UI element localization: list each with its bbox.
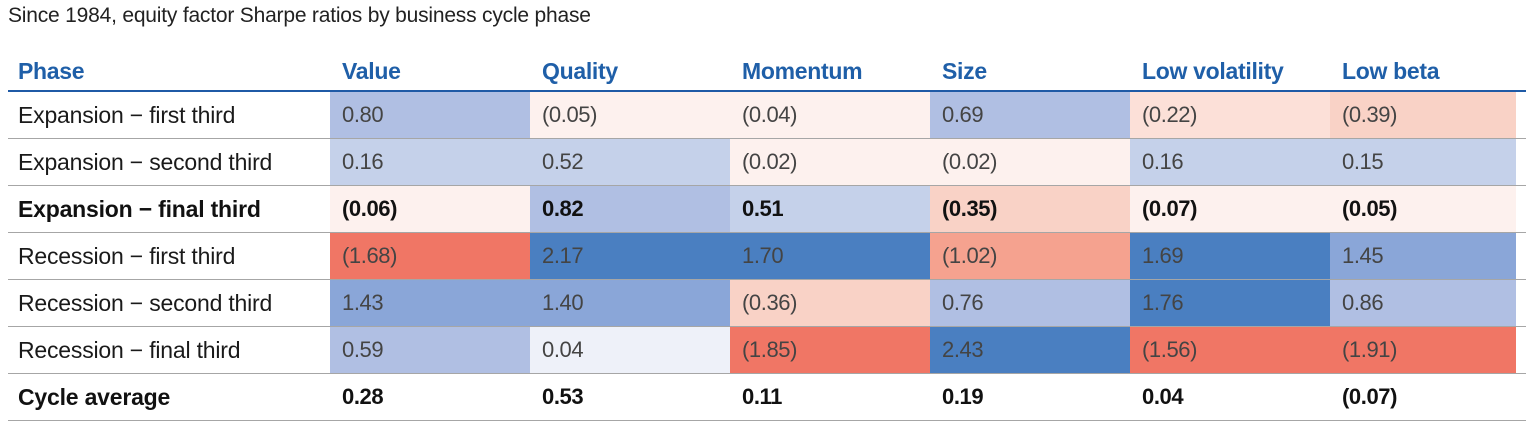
table-cell-low-beta: 0.15 bbox=[1330, 139, 1516, 185]
table-cell-momentum: 1.70 bbox=[730, 233, 930, 279]
table-cell-momentum: 0.11 bbox=[742, 384, 783, 409]
row-label: Expansion − second third bbox=[18, 149, 273, 175]
table-cell-momentum: (1.85) bbox=[730, 327, 930, 373]
chart-title: Since 1984, equity factor Sharpe ratios … bbox=[8, 4, 591, 27]
row-label: Recession − second third bbox=[18, 290, 273, 316]
table-cell-momentum: (0.04) bbox=[730, 92, 930, 138]
table-row: Cycle average 0.28 0.53 0.11 0.19 0.04 (0.07) bbox=[8, 374, 1526, 421]
table-cell-value: 0.28 bbox=[342, 384, 384, 409]
table-cell-quality: (0.05) bbox=[530, 92, 730, 138]
column-header-quality: Quality bbox=[542, 58, 618, 84]
column-header-low-volatility: Low volatility bbox=[1142, 58, 1284, 84]
table-cell-value: 0.80 bbox=[330, 92, 530, 138]
table-cell-quality: 0.53 bbox=[542, 384, 584, 409]
table-cell-low-beta: 1.45 bbox=[1330, 233, 1516, 279]
column-header-phase: Phase bbox=[18, 58, 85, 84]
table-cell-low-volatility: 1.76 bbox=[1130, 280, 1330, 326]
table-cell-low-volatility: (0.22) bbox=[1130, 92, 1330, 138]
table-cell-low-volatility: 1.69 bbox=[1130, 233, 1330, 279]
table-cell-quality: 0.82 bbox=[530, 186, 730, 232]
table-cell-quality: 0.04 bbox=[530, 327, 730, 373]
table-row: Expansion − first third 0.80 (0.05) (0.04) 0… bbox=[8, 92, 1526, 139]
table-cell-size: 0.76 bbox=[930, 280, 1130, 326]
row-label: Expansion − first third bbox=[18, 102, 236, 128]
table-cell-low-volatility: 0.04 bbox=[1142, 384, 1184, 409]
table-cell-low-volatility: (0.07) bbox=[1130, 186, 1330, 232]
table-row: Expansion − second third 0.16 0.52 (0.02) (0… bbox=[8, 139, 1526, 186]
table-row: Expansion − final third (0.06) 0.82 0.51 (0.… bbox=[8, 186, 1526, 233]
table-cell-value: (1.68) bbox=[330, 233, 530, 279]
table-cell-momentum: (0.02) bbox=[730, 139, 930, 185]
table-cell-value: (0.06) bbox=[330, 186, 530, 232]
table-cell-value: 0.16 bbox=[330, 139, 530, 185]
column-header-size: Size bbox=[942, 58, 987, 84]
table-cell-low-beta: (0.39) bbox=[1330, 92, 1516, 138]
table-cell-momentum: 0.51 bbox=[730, 186, 930, 232]
table-cell-size: 0.69 bbox=[930, 92, 1130, 138]
table-cell-size: (0.35) bbox=[930, 186, 1130, 232]
table-cell-low-volatility: (1.56) bbox=[1130, 327, 1330, 373]
table-cell-low-beta: (0.07) bbox=[1342, 384, 1398, 409]
column-header-low-beta: Low beta bbox=[1342, 58, 1440, 84]
table-cell-size: 2.43 bbox=[930, 327, 1130, 373]
table-cell-low-beta: (1.91) bbox=[1330, 327, 1516, 373]
table-cell-value: 1.43 bbox=[330, 280, 530, 326]
table-cell-low-volatility: 0.16 bbox=[1130, 139, 1330, 185]
table-cell-quality: 0.52 bbox=[530, 139, 730, 185]
table-cell-quality: 1.40 bbox=[530, 280, 730, 326]
table-cell-low-beta: (0.05) bbox=[1330, 186, 1516, 232]
row-label: Expansion − final third bbox=[18, 196, 261, 222]
table-cell-value: 0.59 bbox=[330, 327, 530, 373]
table-cell-momentum: (0.36) bbox=[730, 280, 930, 326]
table-cell-size: (1.02) bbox=[930, 233, 1130, 279]
table-row: Recession − final third 0.59 0.04 (1.85) 2.4… bbox=[8, 327, 1526, 374]
table-cell-size: (0.02) bbox=[930, 139, 1130, 185]
row-label: Recession − first third bbox=[18, 243, 236, 269]
table-cell-quality: 2.17 bbox=[530, 233, 730, 279]
column-header-momentum: Momentum bbox=[742, 58, 863, 84]
row-label: Recession − final third bbox=[18, 337, 241, 363]
table-cell-low-beta: 0.86 bbox=[1330, 280, 1516, 326]
table-row: Recession − second third 1.43 1.40 (0.36) 0.… bbox=[8, 280, 1526, 327]
table-cell-size: 0.19 bbox=[942, 384, 984, 409]
table-header: Phase Value Quality Momentum Size Low volatil… bbox=[8, 54, 1526, 92]
table-row: Recession − first third (1.68) 2.17 1.70 (1.… bbox=[8, 233, 1526, 280]
column-header-value: Value bbox=[342, 58, 401, 84]
row-label: Cycle average bbox=[18, 384, 171, 410]
